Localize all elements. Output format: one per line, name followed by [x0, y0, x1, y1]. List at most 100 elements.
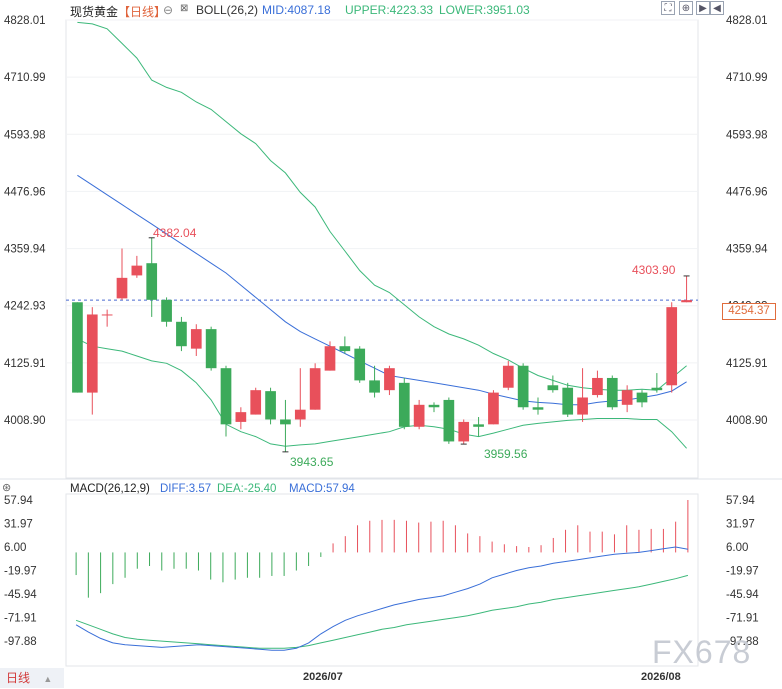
candle-body	[146, 263, 158, 300]
candle-body	[666, 307, 678, 386]
candle-body	[116, 277, 128, 299]
price-tick-left: 4125.91	[4, 358, 46, 370]
macd-tick-left: -45.94	[4, 589, 37, 601]
symbol-label: 现货黄金	[70, 5, 119, 19]
price-tick-left: 4593.98	[4, 129, 46, 141]
price-tick-right: 4828.01	[726, 15, 768, 27]
period-label[interactable]: 【日线】	[118, 5, 167, 19]
macd-tick-right: 6.00	[726, 542, 748, 554]
watermark: FX678	[652, 634, 752, 670]
fullscreen-icon[interactable]: ⛶	[661, 1, 675, 15]
annotation-low-2: 3959.56	[484, 447, 528, 461]
macd-tick-right: 31.97	[726, 519, 755, 531]
candle-body	[384, 368, 395, 391]
macd-settings-icon[interactable]: ⊛	[2, 482, 12, 494]
candle-body	[606, 377, 618, 408]
scroll-left-icon[interactable]: ◀	[710, 1, 724, 15]
macd-tick-left: 31.97	[4, 519, 33, 531]
current-price-value: 4254.37	[728, 305, 770, 317]
candle-body	[458, 421, 470, 442]
annotation-low-1: 3943.65	[290, 455, 334, 469]
annotation-high-2: 4303.90	[632, 263, 676, 277]
macd-dea-line	[75, 574, 689, 649]
candle-body	[250, 390, 262, 415]
current-price-tag: 4254.37	[722, 303, 776, 320]
macd-tick-right: -71.91	[726, 613, 759, 625]
price-tick-right: 4593.98	[726, 129, 768, 141]
candle-body	[621, 390, 633, 405]
scroll-right-icon[interactable]: ▶	[696, 1, 710, 15]
candle-body	[280, 419, 291, 425]
candle-body	[532, 407, 544, 410]
macd-tick-right: -97.88	[726, 636, 759, 648]
macd-macd-value: MACD:57.94	[289, 483, 355, 495]
macd-diff-line	[75, 546, 688, 651]
candle-body	[443, 399, 455, 442]
triangle-up-icon: ▲	[43, 674, 53, 684]
macd-diff-value: DIFF:3.57	[160, 483, 212, 495]
price-tick-left: 4359.94	[4, 244, 46, 256]
date-label-july: 2026/07	[303, 671, 343, 683]
indicator-icon[interactable]: ⊠	[180, 3, 189, 14]
price-tick-right: 4710.99	[726, 72, 768, 84]
macd-header: MACD(26,12,9) DIFF:3.57 DEA:-25.40 MACD:…	[0, 483, 782, 497]
candle-body	[176, 321, 187, 347]
price-tick-right: 4359.94	[726, 244, 768, 256]
macd-dea-value: DEA:-25.40	[217, 483, 277, 495]
candle-body	[101, 314, 113, 316]
candle-body	[369, 380, 380, 393]
candle-body	[502, 365, 514, 388]
period-button[interactable]: 日线 ▲	[0, 668, 64, 688]
price-tick-left: 4242.93	[4, 301, 46, 313]
price-tick-right: 4008.90	[726, 415, 768, 427]
candle-body	[265, 391, 276, 420]
macd-tick-left: -97.88	[4, 636, 37, 648]
boll-upper-line	[77, 21, 687, 391]
macd-name[interactable]: MACD(26,12,9)	[70, 483, 150, 495]
macd-tick-right: -19.97	[726, 566, 759, 578]
candle-body	[205, 329, 217, 369]
price-chart[interactable]: 4828.01 4828.01 4710.99 4710.99 4593.98 4593.…	[0, 0, 782, 668]
zoom-in-icon[interactable]: ⊕	[679, 1, 693, 15]
candle-body	[398, 382, 410, 427]
price-tick-left: 4710.99	[4, 72, 46, 84]
macd-tick-left: -19.97	[4, 566, 37, 578]
candle-body	[86, 314, 98, 393]
candle-body	[413, 404, 425, 427]
macd-pane-border	[65, 493, 699, 667]
candle-body	[428, 404, 440, 408]
macd-tick-right: 57.94	[726, 495, 755, 507]
price-tick-left: 4828.01	[4, 15, 46, 27]
candle-body	[324, 346, 336, 371]
boll-mid-value: MID:4087.18	[262, 3, 331, 17]
price-tick-right: 4476.96	[726, 186, 768, 198]
candle-body	[161, 299, 172, 322]
candle-body	[72, 302, 83, 393]
candle-body	[294, 409, 306, 420]
bottom-bar: 日线 ▲ 2026/07 2026/08	[0, 668, 782, 688]
boll-upper-value: UPPER:4223.33	[345, 3, 434, 17]
settings-icon[interactable]: ⊖	[163, 3, 174, 17]
boll-mid-line	[77, 174, 687, 406]
candle-body	[190, 329, 202, 349]
date-label-august: 2026/08	[641, 671, 681, 683]
indicator-label[interactable]: BOLL(26,2)	[196, 3, 259, 17]
macd-tick-left: -71.91	[4, 613, 37, 625]
candle-body	[577, 397, 588, 415]
macd-tick-right: -45.94	[726, 589, 759, 601]
boll-lower-line	[77, 338, 687, 449]
candle-body	[681, 300, 692, 303]
annotation-high-1: 4382.04	[153, 226, 197, 240]
candle-body	[220, 368, 232, 425]
period-button-label: 日线	[6, 671, 31, 685]
macd-tick-left: 6.00	[4, 542, 26, 554]
price-tick-right: 4125.91	[726, 358, 768, 370]
candle-body	[547, 385, 559, 391]
candle-body	[636, 392, 648, 403]
candle-body	[651, 387, 663, 391]
price-tick-left: 4476.96	[4, 186, 46, 198]
candle-body	[339, 346, 351, 352]
macd-tick-left: 57.94	[4, 495, 33, 507]
chart-header: 现货黄金 【日线】 ⊖ ⊠ BOLL(26,2) MID:4087.18 UPP…	[0, 0, 782, 19]
boll-lower-value: LOWER:3951.03	[439, 3, 530, 17]
